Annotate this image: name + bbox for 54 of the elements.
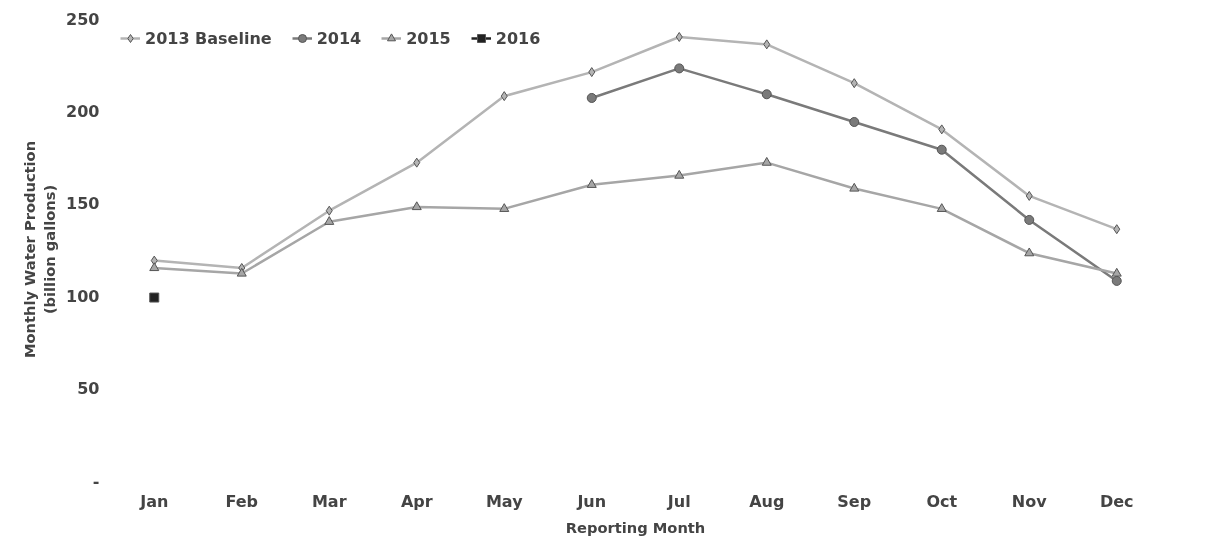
point — [936, 203, 947, 212]
x-tick-label: Sep — [837, 491, 872, 511]
x-axis-title: Reporting Month — [565, 518, 706, 536]
point — [325, 205, 333, 216]
x-tick-label: Feb — [225, 491, 259, 511]
y-axis-title: Monthly Water Production (billion gallons) — [20, 140, 59, 359]
point — [588, 67, 596, 78]
x-tick-label: Jun — [576, 491, 607, 511]
point — [1025, 190, 1033, 201]
x-tick-label: May — [485, 491, 524, 511]
point — [761, 156, 772, 166]
point — [1111, 267, 1122, 277]
point — [849, 117, 860, 127]
x-tick-label: Jul — [666, 491, 691, 511]
point — [675, 31, 683, 42]
point — [849, 182, 860, 192]
point — [1024, 247, 1035, 257]
x-tick-label: Mar — [311, 491, 347, 511]
legend-label: 2016 — [495, 28, 541, 48]
point — [938, 124, 946, 135]
y-tick-label: - — [92, 471, 100, 491]
point — [149, 262, 160, 272]
point — [324, 216, 335, 225]
y-tick-label: 150 — [66, 194, 100, 214]
point — [850, 78, 858, 89]
x-tick-label: Nov — [1011, 491, 1048, 511]
y-tick-label: 50 — [77, 379, 100, 399]
x-tick-label: Oct — [926, 491, 958, 511]
point — [674, 63, 685, 74]
legend-label: 2013 Baseline — [145, 28, 272, 48]
point — [411, 201, 422, 211]
point — [500, 91, 508, 102]
legend-label: 2014 — [316, 28, 362, 48]
point — [936, 144, 947, 155]
point — [586, 92, 597, 103]
point — [586, 179, 597, 188]
y-tick-label: 250 — [66, 9, 100, 29]
x-tick-label: Dec — [1099, 491, 1134, 511]
point — [1024, 214, 1035, 225]
x-tick-label: Jan — [139, 491, 169, 511]
point — [236, 267, 247, 277]
point — [1113, 224, 1121, 235]
x-tick-label: Apr — [400, 491, 433, 511]
point — [763, 39, 771, 50]
point — [1111, 275, 1122, 286]
legend-label: 2015 — [406, 28, 451, 48]
point — [413, 157, 421, 168]
point — [761, 89, 772, 100]
point — [499, 203, 510, 212]
y-tick-label: 100 — [66, 286, 100, 306]
x-tick-label: Aug — [749, 491, 785, 511]
y-tick-label: 200 — [66, 101, 100, 121]
point — [149, 292, 160, 303]
point — [674, 169, 685, 179]
